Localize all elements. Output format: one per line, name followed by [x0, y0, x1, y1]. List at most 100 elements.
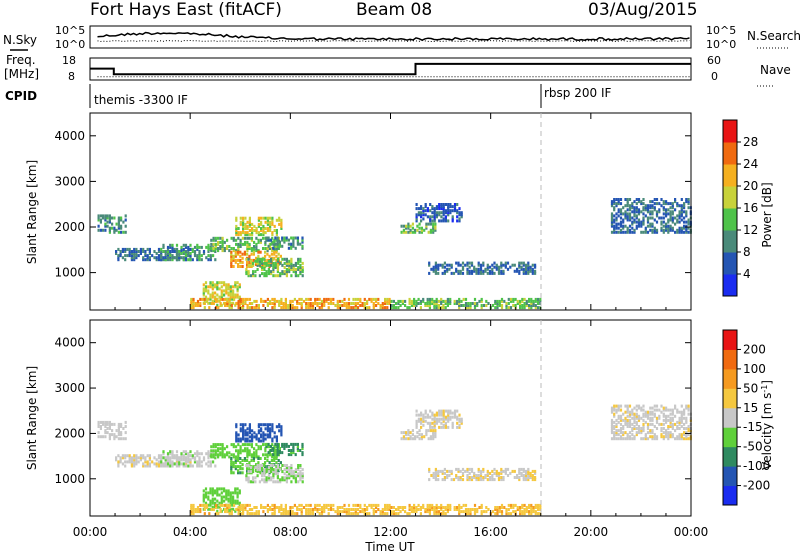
power-cell: [449, 211, 452, 215]
power-cell: [680, 230, 683, 234]
power-cell: [246, 252, 249, 256]
velocity-cell: [148, 458, 151, 462]
power-cell: [214, 291, 217, 295]
velocity-cell: [327, 512, 330, 516]
velocity-cell: [211, 489, 214, 493]
power-cell: [519, 302, 522, 305]
power-cell: [280, 299, 283, 303]
power-cell: [363, 304, 366, 307]
power-cell: [162, 245, 165, 249]
velocity-cell: [252, 478, 255, 482]
power-cell: [264, 216, 267, 220]
power-cell: [633, 214, 636, 218]
velocity-cell: [281, 442, 284, 446]
velocity-cell: [432, 474, 435, 477]
power-cell: [232, 249, 235, 253]
power-cell: [258, 257, 261, 261]
velocity-cell: [117, 431, 120, 435]
velocity-cell: [272, 480, 275, 484]
velocity-cell: [273, 445, 276, 449]
power-cell: [133, 247, 136, 251]
power-cell: [678, 216, 681, 220]
power-cell: [229, 295, 232, 299]
power-cell: [610, 204, 614, 208]
velocity-cell: [175, 458, 179, 462]
power-cell: [457, 263, 460, 267]
power-cell: [212, 254, 215, 258]
velocity-cell: [631, 429, 634, 433]
power-cell: [279, 254, 282, 258]
power-cell: [509, 299, 513, 303]
velocity-cell: [251, 512, 254, 516]
power-cell: [267, 238, 270, 242]
power-cell: [237, 247, 240, 250]
velocity-cell: [631, 433, 634, 437]
velocity-cell: [646, 414, 650, 418]
power-cell: [685, 198, 688, 201]
velocity-cell: [215, 512, 218, 516]
power-cell: [633, 210, 636, 214]
velocity-cell: [667, 408, 670, 412]
velocity-cell: [477, 474, 480, 477]
power-cell: [299, 242, 302, 246]
power-cell: [201, 297, 204, 301]
velocity-cell: [182, 454, 185, 458]
velocity-cell: [232, 501, 235, 505]
velocity-cell: [287, 512, 290, 516]
velocity-cell: [451, 421, 454, 425]
velocity-cell: [173, 456, 176, 460]
velocity-cell: [254, 480, 257, 484]
velocity-cell: [244, 506, 247, 509]
velocity-cell: [644, 414, 647, 418]
power-cell: [285, 272, 288, 276]
power-cell: [227, 287, 230, 291]
velocity-cell: [251, 437, 254, 441]
velocity-cell: [665, 431, 668, 435]
velocity-cell: [249, 470, 252, 474]
power-cell: [422, 213, 425, 217]
velocity-cell: [292, 442, 295, 446]
power-cell: [407, 226, 410, 230]
velocity-cell: [277, 469, 280, 473]
velocity-cell: [637, 425, 641, 428]
velocity-cell: [108, 435, 111, 439]
power-cell: [442, 207, 445, 211]
velocity-cell: [405, 433, 408, 437]
velocity-cell: [637, 404, 641, 408]
velocity-cell: [282, 510, 285, 514]
velocity-cell: [272, 476, 275, 480]
power-cell: [662, 230, 665, 234]
velocity-cell: [451, 423, 454, 427]
velocity-cell: [624, 418, 627, 422]
power-cell: [464, 297, 468, 301]
velocity-cell: [262, 423, 265, 427]
velocity-cell: [160, 464, 163, 468]
power-cell: [539, 299, 542, 303]
velocity-cell: [426, 413, 429, 417]
velocity-cell: [271, 443, 274, 447]
velocity-cell: [518, 469, 521, 473]
velocity-cell: [372, 512, 375, 516]
power-cell: [124, 214, 127, 218]
velocity-cell: [236, 491, 239, 495]
velocity-cell: [415, 508, 418, 511]
power-cell: [388, 302, 391, 305]
power-cell: [619, 212, 623, 216]
velocity-cell: [246, 459, 249, 462]
velocity-cell: [285, 444, 288, 448]
velocity-cell: [250, 445, 253, 449]
velocity-cell: [258, 470, 261, 474]
power-cell: [260, 233, 263, 237]
velocity-cell: [665, 414, 668, 418]
power-cell: [440, 211, 443, 215]
velocity-cell: [182, 462, 185, 466]
velocity-cell: [486, 478, 489, 482]
velocity-cell: [521, 503, 524, 507]
velocity-cell: [386, 512, 389, 516]
power-cell: [665, 202, 668, 206]
velocity-cell: [169, 464, 172, 468]
velocity-cell: [683, 437, 686, 441]
velocity-cell: [642, 412, 645, 416]
velocity-cell: [271, 437, 274, 441]
velocity-cell: [257, 447, 260, 451]
